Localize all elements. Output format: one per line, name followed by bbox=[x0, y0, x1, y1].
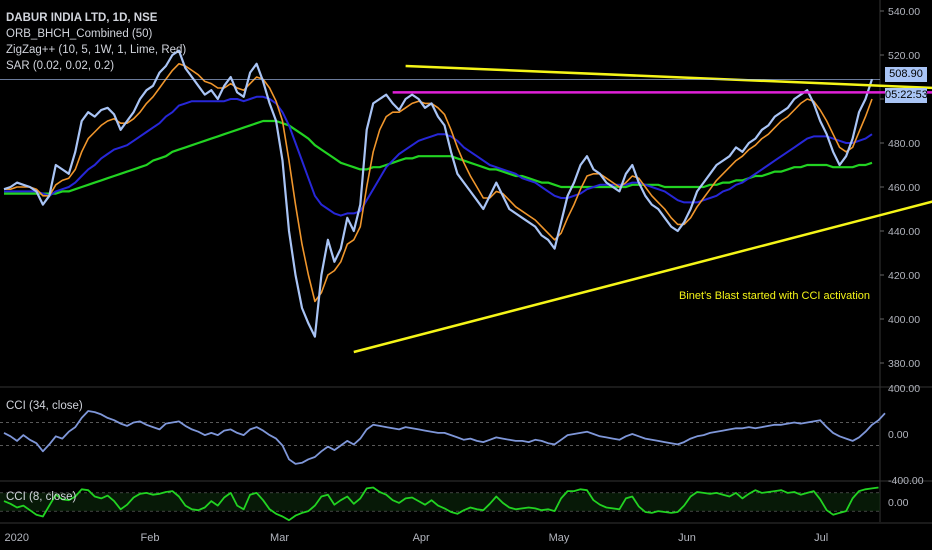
last-price-badge: 508.90 bbox=[885, 67, 927, 82]
series-ema-fast bbox=[4, 62, 873, 303]
series-cci-1 bbox=[3, 410, 886, 465]
upper-trendline bbox=[405, 64, 932, 90]
indicator-sar[interactable]: SAR (0.02, 0.02, 0.2) bbox=[6, 60, 115, 72]
countdown-badge: 05:22:53 bbox=[885, 88, 928, 103]
price-tick-label: 440.00 bbox=[888, 226, 920, 238]
time-axis-label: 2020 bbox=[4, 532, 28, 544]
cci-band bbox=[0, 492, 880, 512]
lower-trendline bbox=[353, 200, 932, 354]
cci-tick-label: -400.00 bbox=[888, 475, 924, 487]
series-ema-slow bbox=[4, 119, 873, 195]
cci-tick-label: 0.00 bbox=[888, 429, 909, 441]
time-axis-label: Mar bbox=[270, 532, 289, 544]
annotation-text: Binet's Blast started with CCI activatio… bbox=[679, 290, 871, 302]
cci-tick-label: 0.00 bbox=[888, 497, 909, 509]
time-axis-label: May bbox=[549, 532, 570, 544]
symbol-title: DABUR INDIA LTD, 1D, NSE bbox=[6, 12, 158, 24]
series-cci-2 bbox=[3, 486, 879, 522]
price-tick-label: 380.00 bbox=[888, 358, 920, 370]
price-tick-label: 540.00 bbox=[888, 6, 920, 18]
price-tick-label: 420.00 bbox=[888, 270, 920, 282]
price-tick-label: 480.00 bbox=[888, 138, 920, 150]
time-axis-label: Jun bbox=[678, 532, 696, 544]
time-axis-label: Jul bbox=[814, 532, 828, 544]
time-axis-label: Feb bbox=[141, 532, 160, 544]
price-tick-label: 460.00 bbox=[888, 182, 920, 194]
legend-panel: DABUR INDIA LTD, 1D, NSE ORB_BHCH_Combin… bbox=[6, 10, 186, 74]
series-price bbox=[3, 49, 874, 338]
cci-tick-label: 400.00 bbox=[888, 383, 920, 395]
indicator-zigzag[interactable]: ZigZag++ (10, 5, 1W, 1, Lime, Red) bbox=[6, 44, 187, 56]
cci8-legend[interactable]: CCI (8, close) bbox=[6, 491, 77, 503]
indicator-orb[interactable]: ORB_BHCH_Combined (50) bbox=[6, 28, 153, 40]
price-tick-label: 520.00 bbox=[888, 50, 920, 62]
price-tick-label: 400.00 bbox=[888, 314, 920, 326]
time-axis-label: Apr bbox=[413, 532, 430, 544]
cci34-legend[interactable]: CCI (34, close) bbox=[6, 400, 83, 412]
series-ema-mid bbox=[4, 95, 873, 217]
